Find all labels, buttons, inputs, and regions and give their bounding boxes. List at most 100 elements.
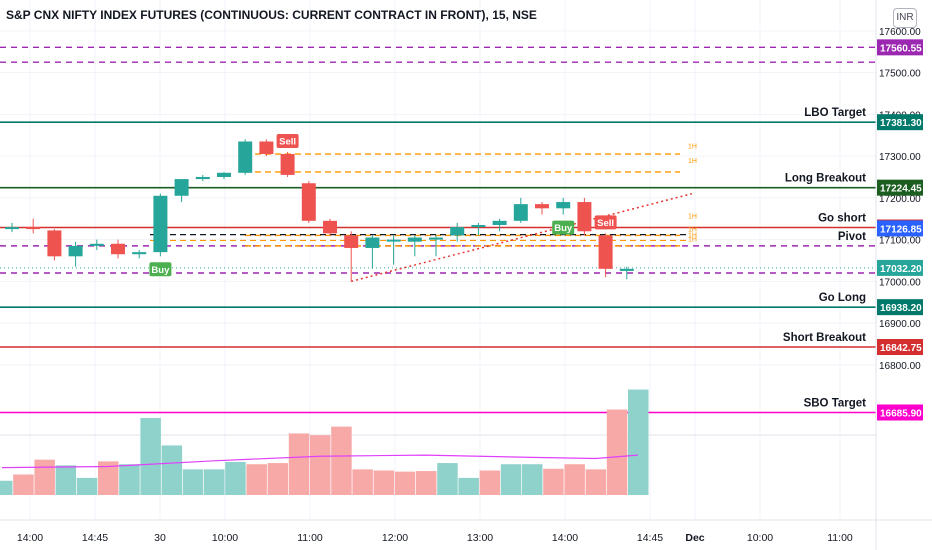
candle-body	[5, 227, 19, 230]
volume-bar	[437, 463, 458, 495]
candle-body	[513, 204, 528, 221]
volume-bar	[373, 470, 395, 495]
price-axis-label: 17500.00	[879, 69, 921, 80]
candle-body	[259, 141, 274, 155]
level-label: Go Long	[819, 292, 866, 304]
volume-bar	[55, 465, 77, 495]
hour-mark-label: 1H	[688, 214, 697, 221]
volume-bar	[246, 464, 267, 495]
time-axis-label: 13:00	[467, 532, 493, 544]
time-axis-label: 14:00	[17, 532, 43, 544]
hour-mark-label: 1H	[688, 158, 697, 165]
time-axis-label: 11:00	[827, 532, 853, 544]
price-axis-label: 17600.00	[879, 27, 921, 38]
time-axis-label: 14:45	[637, 532, 663, 544]
hour-mark-label: 1H	[688, 233, 697, 240]
time-axis-label: 30	[154, 532, 166, 544]
volume-bar	[34, 459, 55, 495]
sell-signal: Sell	[594, 215, 617, 230]
price-axis-label: 16900.00	[879, 319, 921, 330]
candle-body	[217, 172, 231, 177]
volume-bar	[267, 463, 289, 495]
sell-signal: Sell	[276, 133, 299, 148]
signal-badge	[276, 133, 299, 148]
volume-bar	[585, 469, 607, 495]
candle-body	[111, 243, 125, 255]
price-tag: 17381.30	[877, 114, 923, 131]
price-axis-label: 17100.00	[879, 236, 921, 247]
volume-bar	[76, 477, 98, 495]
candle-body	[471, 225, 486, 228]
volume-bar	[479, 470, 501, 495]
price-tag-bg	[877, 404, 923, 421]
price-axis-label: 17200.00	[879, 194, 921, 205]
level-label: Pivot	[838, 231, 866, 243]
time-axis-label: 11:00	[297, 532, 323, 544]
volume-bar	[458, 477, 479, 495]
volume-bar	[628, 389, 649, 495]
candle-body	[429, 237, 443, 240]
price-tag: 16842.75	[877, 339, 923, 356]
price-tag: 16685.90	[877, 404, 923, 421]
signal-text: Buy	[554, 223, 573, 234]
candle-body	[280, 154, 295, 175]
price-tag-text: 16685.90	[880, 408, 922, 419]
signal-badge	[594, 215, 617, 230]
price-tag: 17032.20	[877, 259, 923, 276]
price-tag-bg	[877, 299, 923, 316]
candle-body	[132, 252, 147, 255]
signal-text: Sell	[597, 218, 614, 229]
volume-bar	[394, 471, 416, 495]
price-tag-text: 16938.20	[880, 303, 922, 314]
price-tag-bg	[877, 339, 923, 356]
level-label: Go short	[818, 213, 866, 225]
candle-body	[174, 179, 189, 196]
price-tag: 17126.85	[877, 220, 923, 237]
volume-bar	[522, 464, 543, 495]
hour-mark-label: 1H	[688, 237, 697, 244]
candle-body	[323, 220, 337, 234]
candle-body	[386, 239, 401, 242]
candle-body	[556, 202, 571, 209]
volume-bar	[225, 461, 246, 495]
level-label: Long Breakout	[785, 173, 866, 185]
volume-bar	[606, 409, 628, 495]
price-axis-label: 16800.00	[879, 361, 921, 372]
volume-bar	[310, 435, 331, 495]
price-tag-text: 17381.30	[880, 118, 922, 129]
volume-bar	[500, 464, 522, 495]
time-axis-label: 10:00	[212, 532, 238, 544]
price-tag-text: 17126.85	[880, 224, 922, 235]
candle-body	[344, 235, 359, 248]
candle-body	[47, 230, 62, 257]
price-tag: 16938.20	[877, 299, 923, 316]
time-axis-label: 14:45	[82, 532, 108, 544]
price-tag-bg	[877, 179, 923, 196]
price-tag-text: 17032.20	[880, 264, 922, 275]
volume-bar	[416, 471, 437, 495]
candle-body	[619, 268, 634, 271]
volume-bar	[140, 418, 161, 495]
volume-bar	[98, 461, 119, 495]
trend-line	[351, 192, 693, 283]
volume-bar	[543, 468, 564, 495]
volume-bar	[564, 464, 585, 495]
chart-title: S&P CNX NIFTY INDEX FUTURES (CONTINUOUS:…	[6, 8, 537, 22]
candle-body	[492, 220, 507, 225]
candle-body	[535, 204, 549, 209]
candle-body	[301, 183, 316, 221]
candle-body	[26, 227, 41, 230]
level-label: Short Breakout	[783, 332, 866, 344]
candle-body	[450, 227, 465, 236]
currency-badge[interactable]: INR	[893, 8, 917, 28]
price-tag: 17560.55	[877, 39, 923, 56]
price-tag: 17224.45	[877, 179, 923, 196]
volume-bar	[352, 469, 373, 495]
volume-bar	[13, 474, 34, 495]
candle-body	[195, 176, 210, 180]
buy-signal: Buy	[552, 220, 575, 235]
volume-bar	[0, 480, 13, 495]
volume-bar	[331, 426, 352, 495]
candle-body	[577, 202, 592, 232]
